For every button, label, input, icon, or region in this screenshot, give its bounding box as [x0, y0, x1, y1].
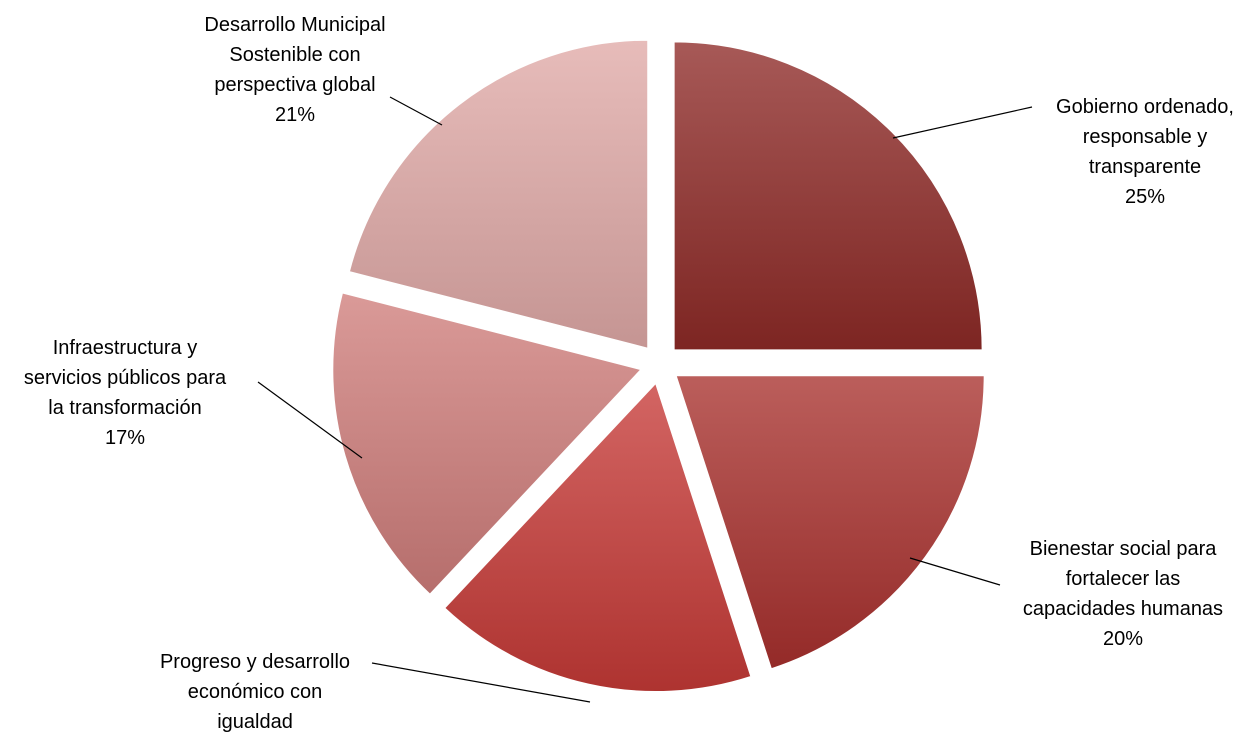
slice-percent: 21%: [275, 104, 315, 126]
pie-slice: [332, 292, 642, 595]
slice-label-line: servicios públicos para: [24, 367, 227, 389]
slice-label-line: capacidades humanas: [1023, 598, 1223, 620]
slice-label: Desarrollo Municipal Sostenible con perspe…: [204, 14, 385, 126]
slice-label-line: Sostenible con: [229, 44, 360, 66]
slice-label-line: Infraestructura y: [53, 337, 198, 359]
pie-slice: [348, 39, 649, 349]
slice-percent: 20%: [1103, 628, 1143, 650]
pie-slice: [675, 375, 985, 670]
leader-lines: [257, 96, 1033, 703]
slice-label-line: Gobierno ordenado,: [1056, 96, 1234, 118]
slice-label-line: Desarrollo Municipal: [204, 14, 385, 36]
slice-label-line: Bienestar social para: [1030, 538, 1218, 560]
slice-percent: 17%: [105, 427, 145, 449]
slice-label: Infraestructura y servicios públicos para…: [24, 337, 227, 449]
slice-label: Gobierno ordenado, responsable y transpare…: [1056, 96, 1234, 208]
pie-slice: [444, 382, 752, 693]
slice-label-line: perspectiva global: [214, 74, 375, 96]
slice-label-line: igualdad: [217, 711, 293, 732]
slice-label: Progreso y desarrollo económico con iguald…: [160, 651, 350, 732]
slice-label-line: transparente: [1089, 156, 1201, 178]
slice-percent: 25%: [1125, 186, 1165, 208]
leader-line: [257, 381, 363, 459]
slice-labels: Gobierno ordenado, responsable y transpare…: [24, 14, 1234, 732]
slice-label: Bienestar social para fortalecer las capac…: [1023, 538, 1223, 650]
leader-line: [371, 662, 591, 703]
pie-slices: [332, 39, 985, 693]
slice-label-line: fortalecer las: [1066, 568, 1181, 590]
slice-label-line: económico con: [188, 681, 323, 703]
leader-line: [892, 106, 1033, 139]
leader-line: [389, 96, 443, 126]
slice-label-line: responsable y: [1083, 126, 1208, 148]
leader-line: [909, 557, 1001, 586]
slice-label-line: Progreso y desarrollo: [160, 651, 350, 673]
slice-label-line: la transformación: [48, 397, 201, 419]
pie-slice: [673, 41, 983, 351]
